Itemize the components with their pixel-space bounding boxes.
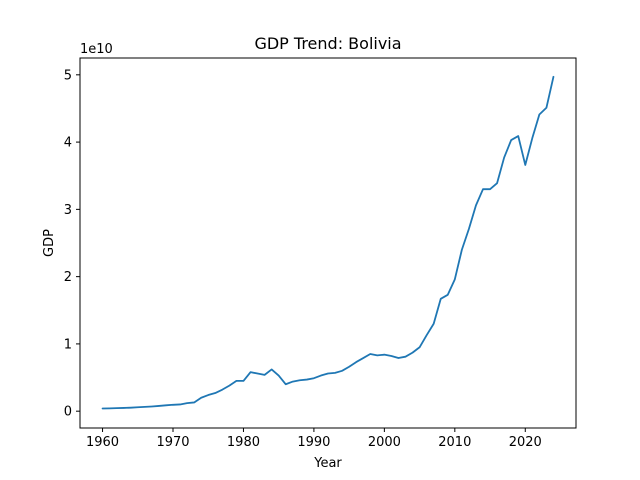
y-tick-label: 5 xyxy=(64,68,72,83)
y-axis-label: GDP xyxy=(42,229,57,257)
y-tick-label: 3 xyxy=(64,203,72,218)
gdp-series-line xyxy=(101,75,555,410)
x-tick-label: 1990 xyxy=(297,435,330,450)
chart-title: GDP Trend: Bolivia xyxy=(254,34,401,53)
x-axis: 1960 1970 1980 1990 2000 2010 2020 xyxy=(86,428,542,450)
x-tick-label: 2000 xyxy=(368,435,401,450)
y-tick-label: 2 xyxy=(64,270,72,285)
y-axis: 0 1 2 3 4 5 xyxy=(64,68,80,420)
y-tick-label: 1 xyxy=(64,337,72,352)
plot-frame xyxy=(79,57,577,429)
x-tick-label: 2010 xyxy=(438,435,471,450)
y-tick-label: 4 xyxy=(64,136,72,151)
x-tick-label: 1970 xyxy=(156,435,189,450)
x-tick-label: 1960 xyxy=(86,435,119,450)
x-axis-label: Year xyxy=(313,456,342,471)
y-tick-label: 0 xyxy=(64,405,72,420)
x-tick-label: 1980 xyxy=(227,435,260,450)
y-scale-note: 1e10 xyxy=(80,42,113,57)
x-tick-label: 2020 xyxy=(509,435,542,450)
